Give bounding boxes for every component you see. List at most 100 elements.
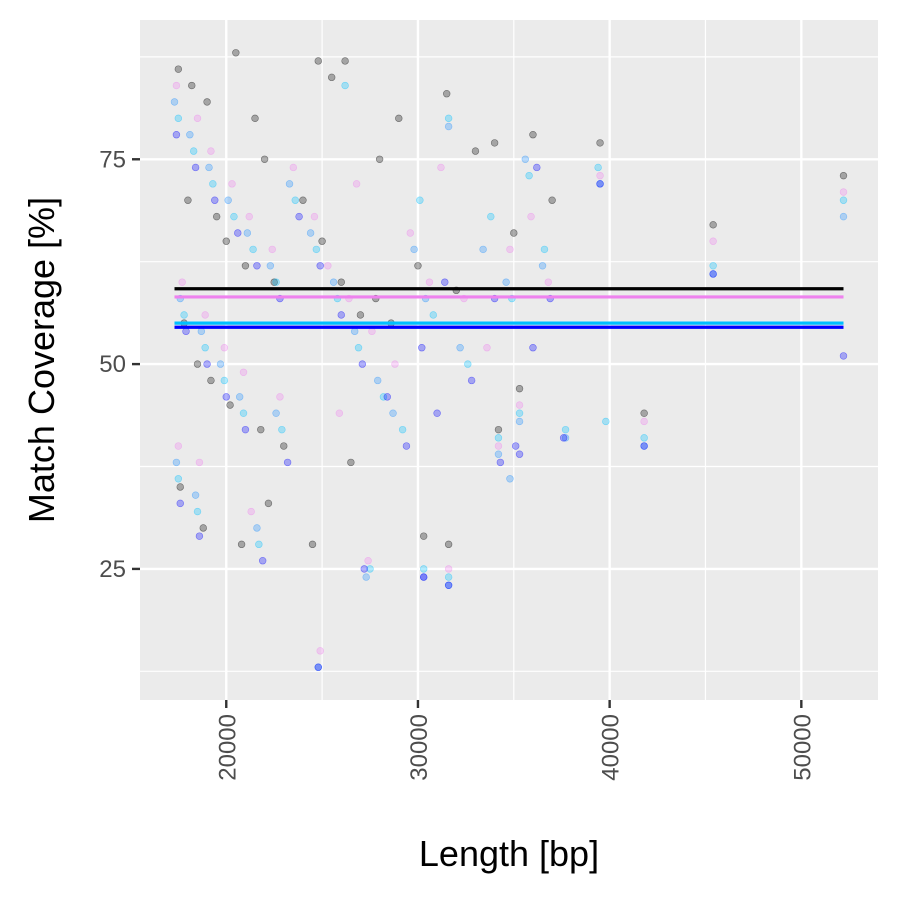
data-point: [239, 368, 248, 376]
data-point: [364, 557, 372, 565]
data-point: [529, 344, 537, 352]
data-point: [544, 278, 552, 286]
data-point: [220, 376, 229, 385]
data-point: [533, 163, 541, 172]
data-point: [316, 647, 324, 655]
data-point: [251, 114, 259, 123]
data-point: [433, 409, 441, 417]
data-point: [170, 98, 179, 106]
data-point: [502, 278, 510, 286]
data-point: [561, 425, 570, 434]
data-point: [299, 196, 307, 204]
data-point: [529, 130, 537, 139]
data-point: [596, 171, 604, 180]
data-point: [260, 155, 269, 163]
data-point: [379, 393, 388, 401]
data-point: [220, 344, 229, 352]
data-point: [410, 245, 418, 254]
data-point: [709, 270, 717, 278]
data-point: [172, 81, 181, 90]
data-point: [429, 311, 437, 319]
data-point: [709, 237, 717, 245]
data-point: [193, 360, 202, 368]
data-point: [306, 229, 315, 237]
data-point: [444, 114, 453, 123]
data-point: [640, 417, 648, 426]
data-point: [193, 114, 202, 123]
data-point: [341, 81, 349, 90]
data-point: [515, 450, 524, 458]
data-point: [278, 425, 286, 434]
data-point: [203, 98, 211, 106]
data-point: [596, 139, 604, 147]
data-point: [180, 311, 188, 319]
data-point: [521, 155, 529, 163]
data-point: [483, 344, 491, 352]
data-point: [268, 245, 276, 254]
data-point: [709, 221, 717, 229]
series-3-points: [174, 81, 848, 581]
data-point: [444, 122, 453, 131]
data-point: [839, 171, 848, 180]
data-point: [402, 442, 411, 450]
data-point: [191, 491, 200, 499]
data-point: [839, 188, 848, 196]
grid-major: [140, 20, 878, 700]
data-point: [356, 311, 365, 319]
data-point: [182, 327, 190, 336]
data-point: [222, 237, 230, 245]
data-point: [506, 475, 514, 483]
data-point: [360, 565, 368, 573]
data-point: [540, 245, 549, 254]
x-tick-label: 20000: [214, 714, 241, 781]
data-point: [241, 425, 250, 434]
data-point: [350, 327, 359, 336]
data-point: [538, 262, 547, 270]
y-axis-title: Match Coverage [%]: [21, 197, 62, 523]
data-point: [391, 360, 399, 368]
data-point: [418, 344, 426, 352]
x-axis-title: Length [bp]: [419, 833, 599, 874]
data-point: [186, 130, 194, 139]
mean-lines: [174, 287, 844, 329]
series-2-points: [170, 98, 848, 671]
data-point: [494, 450, 503, 458]
data-point: [444, 565, 453, 573]
data-point: [515, 417, 524, 426]
data-point: [205, 163, 213, 172]
series-0-points: [174, 49, 848, 549]
data-point: [389, 409, 397, 417]
data-point: [285, 180, 294, 188]
data-point: [245, 212, 253, 221]
data-point: [272, 278, 280, 286]
data-point: [291, 196, 299, 204]
data-point: [354, 344, 363, 352]
data-point: [561, 434, 570, 442]
data-point: [280, 442, 288, 450]
data-point: [406, 229, 414, 237]
data-point: [314, 663, 322, 671]
data-point: [272, 409, 280, 417]
data-point: [527, 212, 535, 221]
data-point: [506, 245, 514, 254]
data-point: [234, 229, 242, 237]
data-point: [209, 180, 217, 188]
data-point: [512, 442, 520, 450]
data-point: [243, 229, 252, 237]
panel-background: [140, 20, 878, 700]
data-point: [456, 344, 464, 352]
data-point: [496, 458, 505, 467]
data-point: [253, 524, 261, 532]
data-point: [241, 262, 250, 270]
data-point: [310, 212, 319, 221]
data-point: [414, 262, 422, 270]
data-point: [324, 262, 332, 270]
x-tick-label: 40000: [598, 714, 625, 781]
data-point: [548, 196, 556, 204]
data-point: [337, 278, 345, 286]
data-point: [419, 565, 428, 573]
data-point: [172, 130, 181, 139]
data-point: [228, 180, 236, 188]
data-point: [437, 163, 445, 172]
data-point: [289, 163, 298, 172]
